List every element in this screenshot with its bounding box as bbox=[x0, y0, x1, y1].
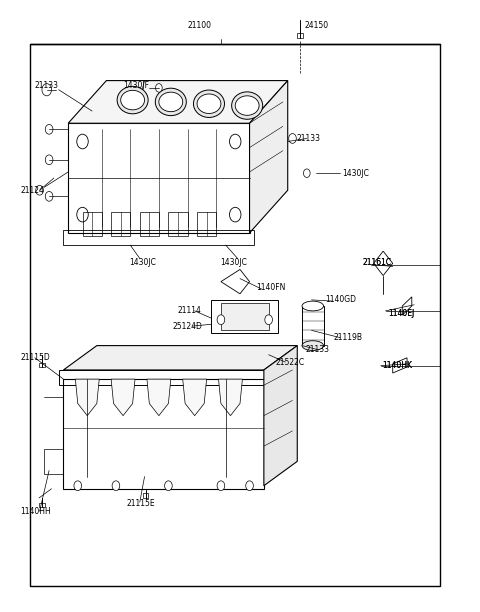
Bar bbox=[63, 230, 254, 245]
Polygon shape bbox=[264, 346, 297, 486]
Ellipse shape bbox=[302, 301, 324, 311]
Circle shape bbox=[77, 134, 88, 149]
Circle shape bbox=[288, 133, 296, 143]
Polygon shape bbox=[373, 251, 393, 275]
Circle shape bbox=[42, 84, 51, 96]
Ellipse shape bbox=[120, 91, 144, 110]
Polygon shape bbox=[63, 346, 297, 370]
Text: 21124: 21124 bbox=[21, 186, 44, 195]
Polygon shape bbox=[393, 358, 407, 373]
Circle shape bbox=[112, 481, 120, 491]
Bar bbox=[221, 303, 269, 330]
Text: 21522C: 21522C bbox=[276, 357, 305, 367]
Polygon shape bbox=[75, 379, 99, 416]
Circle shape bbox=[265, 315, 273, 324]
Text: 1140HK: 1140HK bbox=[382, 360, 412, 370]
Text: 1140EJ: 1140EJ bbox=[388, 309, 414, 318]
Circle shape bbox=[246, 481, 253, 491]
Text: 21133: 21133 bbox=[306, 345, 330, 354]
Text: 1140GD: 1140GD bbox=[325, 296, 356, 304]
Text: 1140FN: 1140FN bbox=[257, 283, 286, 292]
Circle shape bbox=[217, 315, 225, 324]
Polygon shape bbox=[63, 379, 264, 489]
Polygon shape bbox=[111, 379, 135, 416]
Text: 24150: 24150 bbox=[304, 21, 328, 30]
Circle shape bbox=[77, 207, 88, 222]
Text: 1430JC: 1430JC bbox=[220, 258, 247, 267]
Text: 21161C: 21161C bbox=[363, 258, 392, 267]
Bar bbox=[59, 370, 269, 385]
Text: 1140HK: 1140HK bbox=[382, 360, 412, 370]
Text: 25124D: 25124D bbox=[172, 321, 202, 330]
Text: 1140HH: 1140HH bbox=[21, 507, 51, 516]
Bar bbox=[211, 300, 278, 334]
Polygon shape bbox=[221, 269, 250, 294]
Circle shape bbox=[217, 481, 225, 491]
Bar bbox=[44, 449, 63, 474]
Bar bbox=[168, 212, 188, 236]
Circle shape bbox=[45, 192, 53, 201]
Text: 1430JF: 1430JF bbox=[123, 81, 149, 90]
Circle shape bbox=[165, 481, 172, 491]
Text: 21115D: 21115D bbox=[21, 353, 50, 362]
Circle shape bbox=[36, 185, 43, 195]
Ellipse shape bbox=[302, 341, 324, 351]
Text: 21100: 21100 bbox=[188, 21, 212, 30]
Ellipse shape bbox=[235, 96, 259, 115]
Circle shape bbox=[45, 155, 53, 165]
Ellipse shape bbox=[232, 92, 263, 119]
Circle shape bbox=[156, 84, 162, 92]
Bar bbox=[297, 33, 303, 38]
Bar bbox=[39, 503, 45, 507]
Text: 21114: 21114 bbox=[177, 307, 201, 315]
Text: 21133: 21133 bbox=[296, 134, 320, 143]
Circle shape bbox=[45, 124, 53, 134]
Polygon shape bbox=[218, 379, 242, 416]
Circle shape bbox=[229, 207, 241, 222]
Bar bbox=[39, 363, 45, 367]
Text: 1430JC: 1430JC bbox=[343, 169, 370, 177]
Circle shape bbox=[74, 481, 82, 491]
Ellipse shape bbox=[197, 94, 221, 113]
Text: 21115E: 21115E bbox=[127, 499, 156, 508]
Polygon shape bbox=[68, 81, 288, 123]
Bar bbox=[140, 212, 159, 236]
Ellipse shape bbox=[193, 90, 225, 118]
Ellipse shape bbox=[156, 88, 186, 116]
Bar bbox=[30, 44, 441, 586]
Circle shape bbox=[303, 169, 310, 177]
Text: 1430JC: 1430JC bbox=[129, 258, 156, 267]
Bar bbox=[83, 212, 102, 236]
Bar bbox=[111, 212, 130, 236]
Ellipse shape bbox=[117, 86, 148, 114]
Polygon shape bbox=[183, 379, 206, 416]
Polygon shape bbox=[68, 123, 250, 233]
Bar bbox=[197, 212, 216, 236]
Text: 21119B: 21119B bbox=[333, 333, 362, 342]
Ellipse shape bbox=[159, 92, 183, 111]
Bar bbox=[143, 493, 148, 498]
Polygon shape bbox=[402, 297, 412, 315]
Text: 1140EJ: 1140EJ bbox=[388, 309, 414, 318]
Bar bbox=[302, 306, 324, 346]
Polygon shape bbox=[250, 81, 288, 233]
Text: 21161C: 21161C bbox=[363, 258, 392, 267]
Text: 21133: 21133 bbox=[35, 81, 59, 90]
Circle shape bbox=[229, 134, 241, 149]
Polygon shape bbox=[147, 379, 171, 416]
